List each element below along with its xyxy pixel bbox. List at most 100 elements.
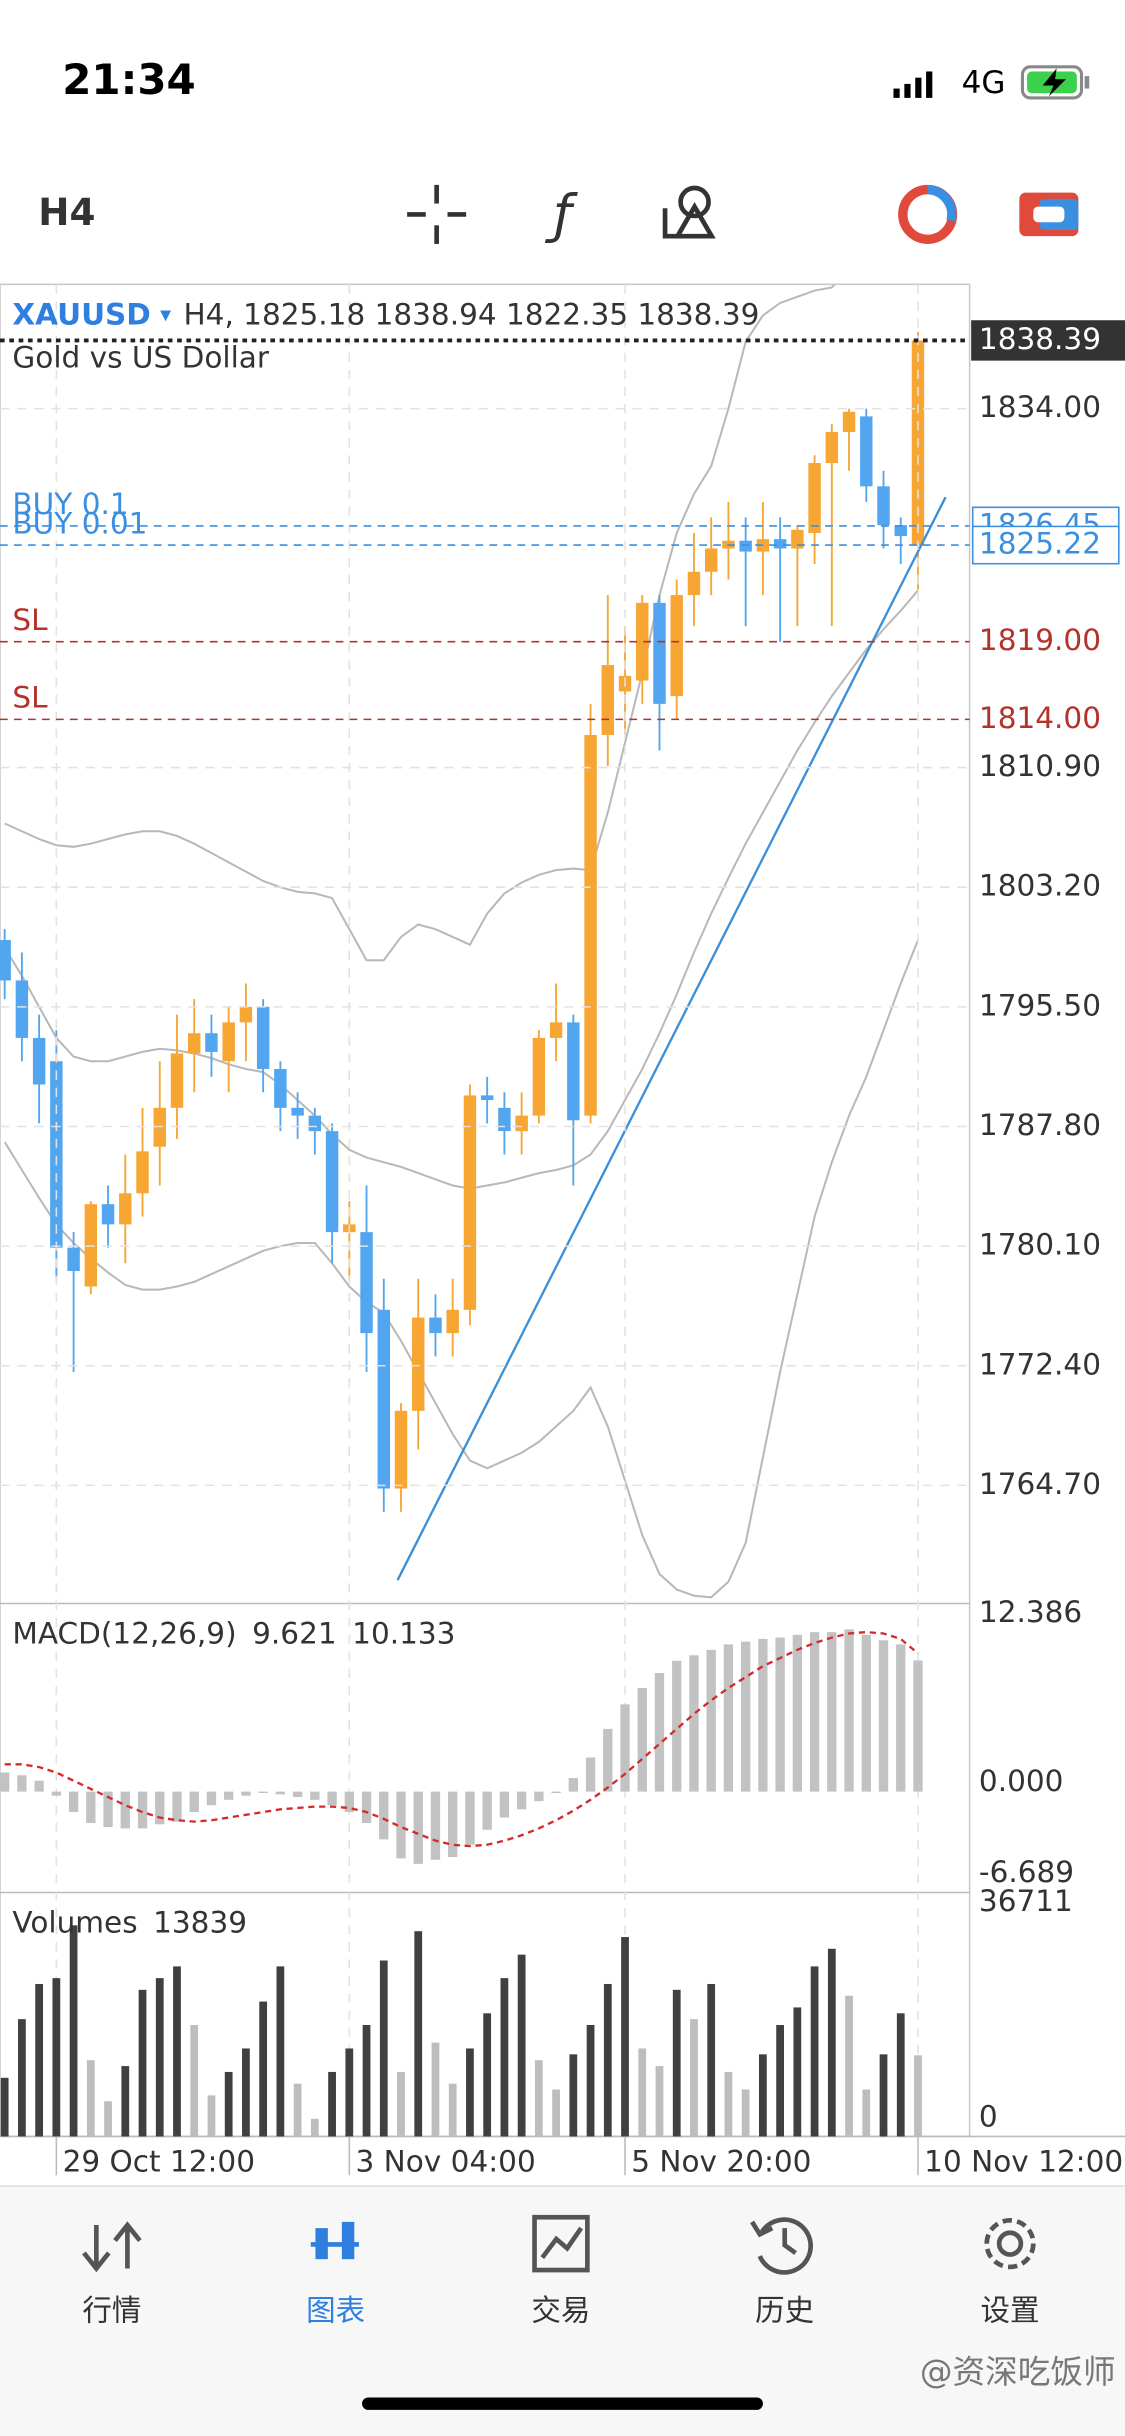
macd-bar — [672, 1660, 682, 1792]
macd-bar — [689, 1655, 699, 1792]
candle-body — [377, 1309, 390, 1489]
volume-bar — [104, 2101, 112, 2137]
candle-body — [256, 1006, 270, 1069]
macd-bar — [206, 1791, 217, 1806]
volume-bar — [276, 1966, 285, 2137]
close: 1838.39 — [637, 297, 759, 331]
volume-bar — [690, 2019, 698, 2137]
macd-bar — [465, 1791, 475, 1845]
candle-body — [394, 1410, 408, 1489]
candle-body — [325, 1131, 339, 1233]
macd-bar — [310, 1791, 320, 1800]
chart-frame — [0, 283, 971, 2138]
tab-label[interactable]: 交易 — [531, 2294, 590, 2328]
account-button[interactable] — [898, 184, 958, 244]
candle-body — [360, 1232, 373, 1334]
macd-bar — [448, 1791, 458, 1858]
tab-bar-bg — [0, 2186, 1125, 2436]
macd-bar — [120, 1791, 130, 1829]
indicators-button[interactable]: ƒ — [544, 184, 578, 245]
volume-bar — [672, 1989, 681, 2137]
crosshair-button[interactable] — [407, 184, 467, 244]
volume-bar — [776, 2025, 785, 2137]
candle-body — [291, 1107, 304, 1116]
symbol-dropdown[interactable]: ▾ — [160, 302, 171, 327]
y-tick-label: 1810.90 — [979, 749, 1101, 783]
candle-body — [670, 595, 683, 697]
candle-body — [549, 1022, 563, 1038]
volume-bar — [448, 2083, 457, 2137]
macd-bar — [34, 1780, 44, 1792]
candle-body — [532, 1037, 546, 1116]
volume-bar — [845, 1995, 853, 2137]
macd-bar — [344, 1791, 354, 1813]
macd-bar — [809, 1632, 820, 1792]
macd-bar — [775, 1637, 785, 1792]
candle-body — [808, 463, 821, 533]
volume-bar — [552, 2089, 560, 2137]
volume-bar — [207, 2095, 216, 2137]
level-name: SL — [12, 603, 48, 637]
quotes-tab[interactable] — [82, 2221, 142, 2273]
tab-label[interactable]: 设置 — [980, 2294, 1039, 2328]
signal-icon — [893, 71, 933, 98]
open: 1825.18 — [243, 297, 365, 331]
clock: 21:34 — [62, 55, 196, 104]
trade-button[interactable] — [1019, 192, 1079, 237]
candle-body — [567, 1022, 580, 1121]
macd-bar — [585, 1757, 596, 1792]
volume-bar — [242, 2048, 250, 2137]
volume-bar — [483, 2013, 492, 2137]
volume-bar — [224, 2071, 233, 2137]
settings-tab[interactable] — [984, 2218, 1036, 2270]
objects-button[interactable] — [662, 185, 716, 239]
period: H4, — [184, 297, 234, 331]
y-tick-label: 0 — [979, 2099, 998, 2133]
macd-bar — [896, 1644, 906, 1792]
band-line — [4, 284, 837, 962]
tab-label[interactable]: 历史 — [755, 2294, 814, 2328]
candle-body — [791, 529, 804, 549]
candle-body — [860, 416, 873, 487]
tab-label[interactable]: 行情 — [82, 2294, 141, 2328]
volume-bar — [0, 2077, 9, 2137]
level-name: BUY 0.01 — [12, 506, 147, 540]
volume-bar — [138, 1989, 147, 2137]
macd-bar — [654, 1673, 665, 1792]
volume-bar — [793, 2007, 802, 2137]
status-bar: 21:34 4G — [62, 55, 1090, 104]
volume-bar — [18, 2019, 26, 2137]
volume-bar — [896, 2013, 905, 2137]
volume-bar — [52, 1978, 61, 2137]
macd-bar — [86, 1791, 96, 1823]
macd-bar — [327, 1791, 337, 1806]
tab-label[interactable]: 图表 — [306, 2294, 365, 2328]
chart-tab[interactable] — [310, 2221, 359, 2260]
x-tick-label: 3 Nov 04:00 — [356, 2144, 536, 2178]
macd-bar — [482, 1791, 492, 1830]
low: 1822.35 — [506, 297, 628, 331]
macd-bar — [68, 1791, 79, 1813]
symbol-description: Gold vs US Dollar — [12, 340, 269, 374]
trade-tab[interactable] — [532, 2214, 590, 2273]
home-indicator — [362, 2397, 763, 2410]
y-tick-label: 1803.20 — [979, 869, 1101, 903]
timeframe-button[interactable]: H4 — [38, 190, 95, 234]
volume-bar — [190, 2025, 199, 2137]
macd-bar — [292, 1791, 303, 1798]
macd-bar — [844, 1629, 854, 1792]
candle-body — [429, 1317, 442, 1334]
level-box — [971, 525, 1120, 565]
volume-bar — [35, 1983, 44, 2137]
chart-area: 1834.00 1810.90 1803.20 1795.50 1787.80 1780.… — [0, 283, 1125, 2178]
volume-bar — [914, 2055, 922, 2137]
candle-body — [222, 1022, 235, 1062]
symbol-header: XAUUSD ▾ H4, 1825.18 1838.94 1822.35 1838.39 — [12, 297, 759, 331]
candle-body — [877, 486, 890, 526]
level-name: SL — [12, 681, 48, 715]
macd-bar — [137, 1791, 148, 1829]
candle-body — [0, 940, 11, 981]
macd-bar — [551, 1791, 561, 1793]
history-tab[interactable] — [750, 2217, 813, 2275]
x-tick-label: 10 Nov 12:00 — [924, 2144, 1123, 2178]
